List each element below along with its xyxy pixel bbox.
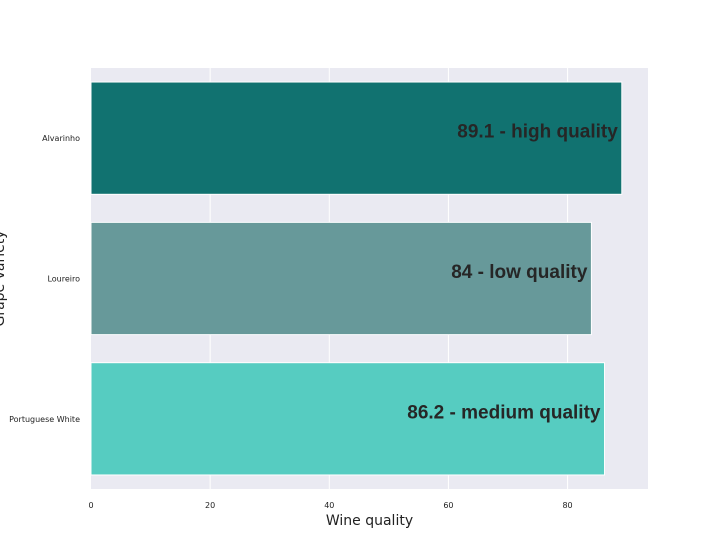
y-tick-label: Loureiro: [47, 275, 80, 284]
x-tick-label: 40: [324, 501, 334, 510]
bar-value-label: 89.1 - high quality: [457, 122, 618, 143]
bars: [90, 81, 623, 476]
x-tick-label: 20: [205, 501, 215, 510]
x-tick-label: 60: [443, 501, 453, 510]
x-tick-label: 0: [88, 501, 93, 510]
bar-value-label: 86.2 - medium quality: [407, 402, 601, 423]
y-tick-labels: Alvarinho Loureiro Portuguese White: [9, 134, 80, 424]
x-axis-title: Wine quality: [326, 513, 413, 529]
bar-alvarinho: [90, 81, 623, 195]
y-tick-label: Alvarinho: [42, 134, 80, 143]
x-tick-labels: 0 20 40 60 80: [88, 501, 572, 510]
y-tick-label: Portuguese White: [9, 415, 80, 424]
x-tick-label: 80: [562, 501, 572, 510]
y-axis-title: Grape variety: [0, 230, 8, 326]
bar-value-label: 84 - low quality: [451, 262, 588, 283]
bar-labels: 89.1 - high quality 84 - low quality 86.2 …: [407, 122, 618, 424]
bar-loureiro: [90, 221, 592, 336]
bar-portuguese-white: [90, 362, 606, 476]
